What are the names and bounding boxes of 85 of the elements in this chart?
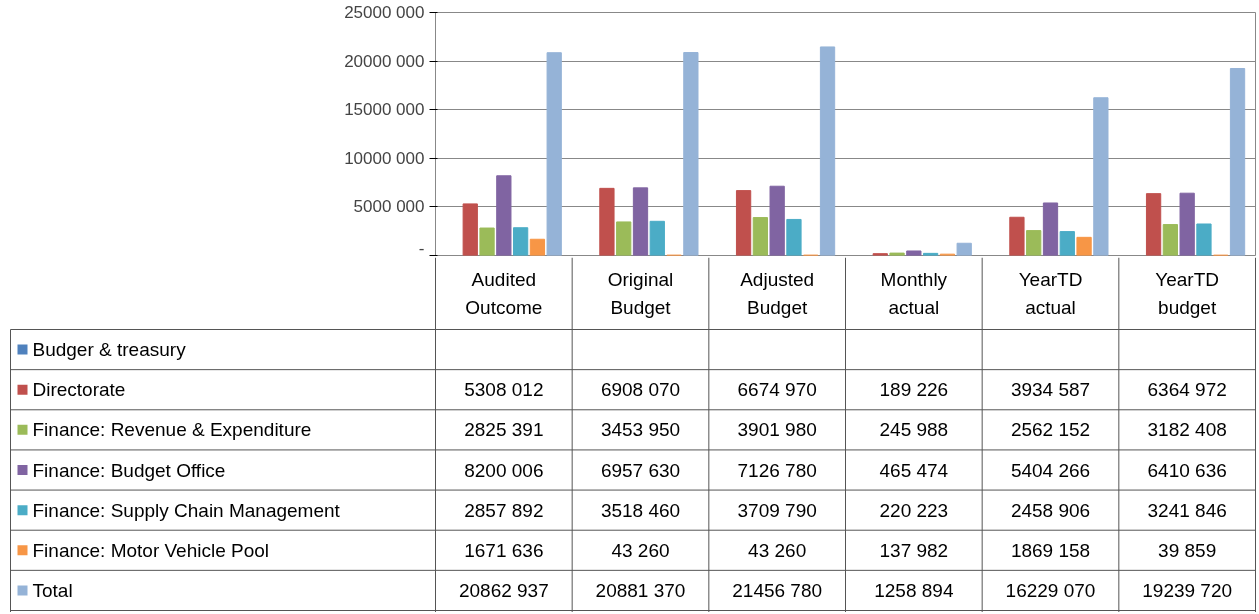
- data-label: 2562 152: [1010, 419, 1091, 441]
- data-label: 2458 906: [1010, 499, 1091, 521]
- bar: [683, 52, 699, 256]
- bar: [1145, 193, 1162, 256]
- data-label: 3518 460: [600, 499, 681, 521]
- data-label: 19239 720: [1142, 579, 1233, 601]
- x-tick-label: YearTD budget: [1155, 269, 1220, 318]
- legend-label: Finance: Budget Office: [32, 459, 226, 481]
- bar: [752, 217, 769, 256]
- data-label: 43 260: [748, 539, 807, 561]
- data-label: 3241 846: [1147, 499, 1227, 521]
- data-label: 245 988: [879, 419, 949, 441]
- data-label: 6410 636: [1147, 459, 1227, 481]
- legend-label: Finance: Revenue & Expenditure: [32, 419, 312, 441]
- data-label: 5308 012: [464, 379, 544, 401]
- legend-label: Directorate: [32, 379, 126, 401]
- x-tick-label: Monthly actual: [880, 269, 948, 318]
- data-label: 8200 006: [464, 459, 544, 481]
- y-tick-label: 10000 000: [344, 148, 425, 168]
- bar: [1196, 223, 1212, 256]
- x-tick-label: YearTD actual: [1018, 269, 1083, 318]
- legend-label: Finance: Motor Vehicle Pool: [32, 539, 270, 561]
- data-label: 21456 780: [732, 579, 823, 601]
- bar: [1009, 216, 1025, 256]
- bar: [1026, 230, 1042, 256]
- bar: [479, 227, 495, 256]
- bar: [906, 250, 922, 256]
- data-label: 2825 391: [464, 419, 544, 441]
- y-tick-label: 15000 000: [344, 100, 425, 120]
- x-tick-label: Adjusted Budget: [740, 269, 815, 318]
- bar: [819, 46, 836, 256]
- bar: [462, 203, 478, 256]
- data-label: 6674 970: [737, 379, 817, 401]
- data-label: 20881 370: [595, 579, 686, 601]
- bar: [956, 242, 972, 256]
- data-label: 6957 630: [600, 459, 681, 481]
- data-label: 1671 636: [464, 539, 544, 561]
- data-label: 43 260: [611, 539, 670, 561]
- bar: [1179, 192, 1195, 256]
- data-label: 20862 937: [458, 579, 549, 601]
- data-label: 3453 950: [600, 419, 681, 441]
- bar: [1229, 67, 1246, 256]
- bar: [632, 187, 649, 256]
- bar: [769, 185, 785, 256]
- data-label: 6364 972: [1147, 379, 1227, 401]
- bar: [1076, 236, 1092, 256]
- data-label: 6908 070: [600, 379, 681, 401]
- data-label: 1869 158: [1010, 539, 1091, 561]
- data-label: 3182 408: [1147, 419, 1227, 441]
- y-tick-label: -: [418, 238, 425, 258]
- legend-label: Total: [32, 579, 73, 601]
- y-tick-label: 20000 000: [344, 51, 425, 71]
- legend-label: Budger & treasury: [32, 339, 187, 361]
- data-label: 2857 892: [464, 499, 544, 521]
- bar: [1093, 97, 1109, 256]
- data-label: 3709 790: [737, 499, 817, 521]
- bar: [546, 52, 562, 256]
- legend-label: Finance: Supply Chain Management: [32, 499, 341, 521]
- data-label: 39 859: [1158, 539, 1217, 561]
- bar: [735, 190, 752, 256]
- bar: [1162, 224, 1179, 256]
- data-label: 189 226: [879, 379, 949, 401]
- data-label: 137 982: [879, 539, 949, 561]
- bar: [512, 227, 529, 256]
- data-label: 1258 894: [874, 579, 954, 601]
- x-tick-label: Audited Outcome: [465, 269, 543, 318]
- x-tick-label: Original Budget: [607, 269, 674, 318]
- data-label: 5404 266: [1010, 459, 1091, 481]
- y-tick-label: 5000 000: [353, 197, 425, 217]
- y-tick-label: 25000 000: [344, 3, 425, 22]
- data-label: 16229 070: [1005, 579, 1096, 601]
- bar: [1059, 231, 1075, 256]
- data-label: 3934 587: [1010, 379, 1091, 401]
- bar: [529, 238, 546, 256]
- bar: [616, 221, 632, 256]
- bar: [786, 218, 802, 256]
- bar: [599, 187, 615, 256]
- bar: [496, 175, 512, 256]
- data-label: 7126 780: [737, 459, 817, 481]
- bar: [1042, 202, 1059, 256]
- data-label: 465 474: [879, 459, 949, 481]
- data-label: 3901 980: [737, 419, 817, 441]
- data-label: 220 223: [879, 499, 949, 521]
- bar: [649, 220, 665, 256]
- bar: [889, 252, 905, 256]
